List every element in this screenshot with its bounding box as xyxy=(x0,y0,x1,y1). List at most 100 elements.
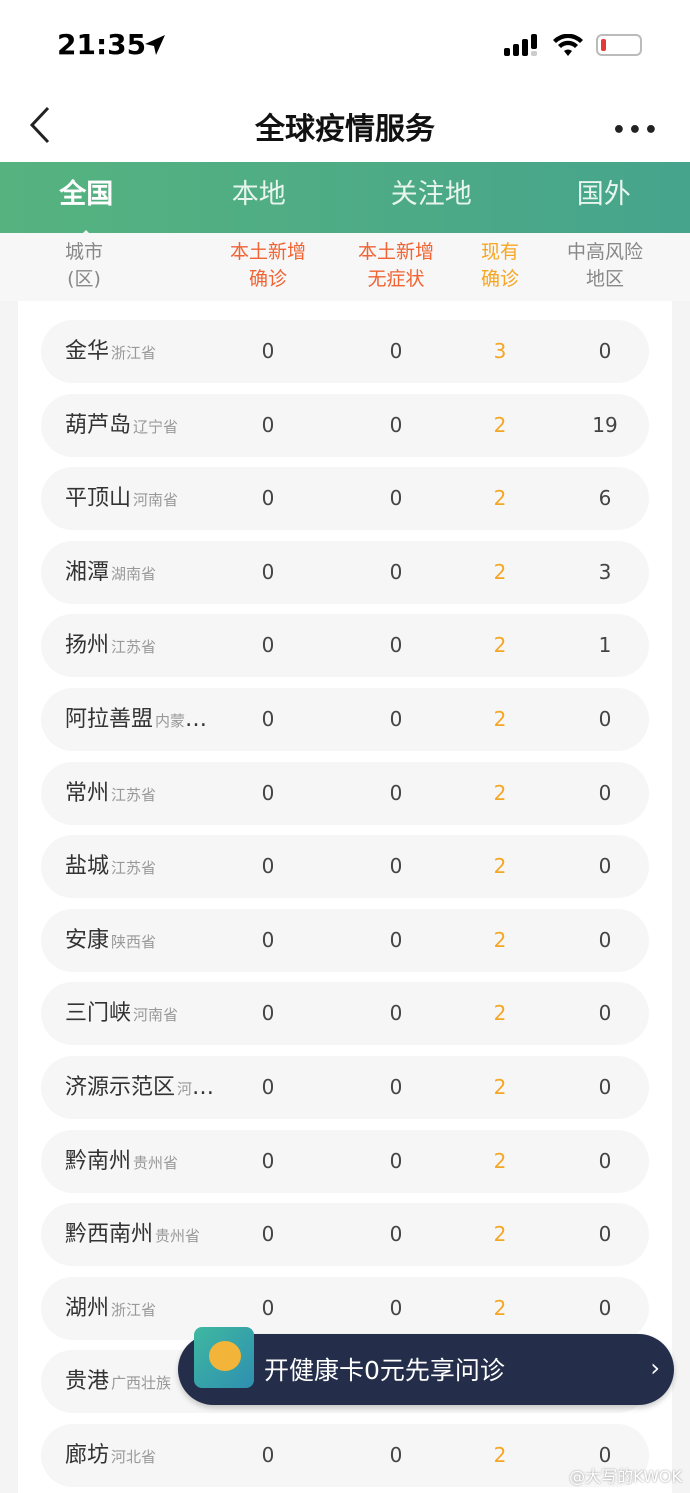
cell-b: 0 xyxy=(389,1222,403,1247)
city-name: 葫芦岛 辽宁省 xyxy=(65,394,178,459)
table-row[interactable]: 阿拉善盟内蒙古自治区 0 0 2 0 xyxy=(41,688,649,751)
city-name: 平顶山 河南省 xyxy=(65,467,178,532)
table-row[interactable]: 金华 浙江省 0 0 3 0 xyxy=(41,320,649,383)
province-label: 河南省 xyxy=(133,491,179,510)
province-label: 广西壮族 xyxy=(111,1374,172,1393)
cellular-signal-icon xyxy=(504,34,537,56)
cell-d: 6 xyxy=(598,486,612,511)
column-header-line: 确诊 xyxy=(248,268,287,290)
cell-a: 0 xyxy=(261,633,275,658)
cell-c: 2 xyxy=(493,633,507,658)
cell-a: 0 xyxy=(261,486,275,511)
cell-b: 0 xyxy=(389,559,403,584)
banner-text[interactable]: 开健康卡0元先享问诊 xyxy=(264,1356,505,1385)
province-label: 湖南省 xyxy=(111,564,157,583)
province-label: 陕西省 xyxy=(111,932,157,951)
cell-d: 0 xyxy=(598,1295,612,1320)
cell-c: 2 xyxy=(493,854,507,879)
city-label: 廊坊 xyxy=(65,1443,110,1468)
city-name: 金华 浙江省 xyxy=(65,320,156,385)
table-header: 城市 (区) 本土新增 确诊 本土新增 无症状 现有 确诊 中高风险 地区 xyxy=(0,233,690,301)
city-label: 平顶山 xyxy=(65,486,132,512)
column-header-line: 城市 xyxy=(64,241,103,263)
more-options-icon[interactable]: ••• xyxy=(611,118,660,143)
deer-mascot-image xyxy=(194,1327,254,1388)
city-label: 阿拉善盟 xyxy=(65,707,154,732)
city-label: 济源示范区 xyxy=(65,1075,176,1100)
cell-d: 0 xyxy=(598,1443,612,1467)
cell-a: 0 xyxy=(261,1075,275,1099)
city-name: 贵港 广西壮族 xyxy=(65,1350,171,1415)
cell-a: 0 xyxy=(261,559,275,584)
table-row[interactable]: 济源示范区 河南省 0 0 2 0 xyxy=(41,1056,649,1119)
cell-d: 1 xyxy=(598,633,612,658)
cell-c: 2 xyxy=(493,1295,507,1320)
cell-b: 0 xyxy=(389,633,403,658)
cell-c: 2 xyxy=(493,412,507,437)
province-label: 河南省 xyxy=(133,1006,179,1025)
province-label: 河南省 xyxy=(177,1080,220,1098)
city-label: 三门峡 xyxy=(65,1001,132,1027)
cell-b: 0 xyxy=(389,707,403,731)
tab-2[interactable]: 关注地 xyxy=(390,179,472,210)
cell-d: 0 xyxy=(598,1001,612,1026)
province-label: 江苏省 xyxy=(111,638,157,657)
battery-icon xyxy=(596,34,642,56)
column-header-line: 地区 xyxy=(585,268,624,290)
cell-b: 0 xyxy=(389,780,403,805)
cell-a: 0 xyxy=(261,339,275,363)
table-row[interactable]: 廊坊 河北省 0 0 2 0 xyxy=(41,1424,649,1487)
tab-0[interactable]: 全国 xyxy=(0,162,173,238)
column-header: 中高风险 地区 xyxy=(555,239,655,293)
cell-a: 0 xyxy=(261,707,275,731)
cell-d: 0 xyxy=(598,707,612,731)
column-header: 本土新增 无症状 xyxy=(346,239,446,293)
table-row[interactable]: 葫芦岛 辽宁省 0 0 2 19 xyxy=(41,393,649,459)
city-label: 葫芦岛 xyxy=(65,412,132,438)
city-label: 湖州 xyxy=(65,1295,110,1321)
tab-3[interactable]: 国外 xyxy=(576,179,631,210)
cell-b: 0 xyxy=(389,1075,403,1099)
table-row[interactable]: 平顶山 河南省 0 0 2 6 xyxy=(41,467,649,532)
cell-d: 0 xyxy=(598,339,612,363)
province-label: 贵州省 xyxy=(155,1227,201,1246)
cell-c: 2 xyxy=(493,1443,507,1467)
province-label: 浙江省 xyxy=(111,1300,157,1319)
cell-c: 2 xyxy=(493,486,507,511)
status-bar: 21:35 xyxy=(0,0,690,90)
nav-bar: 全球疫情服务 ••• xyxy=(0,90,690,162)
city-label: 扬州 xyxy=(65,633,110,659)
table-row[interactable]: 安康 陕西省 0 0 2 0 xyxy=(41,908,649,972)
city-name: 廊坊 河北省 xyxy=(65,1424,156,1489)
table-row[interactable]: 黔西南州 贵州省 0 0 2 0 xyxy=(41,1203,649,1267)
cell-c: 2 xyxy=(493,1148,507,1173)
cell-c: 2 xyxy=(493,1075,507,1099)
table-row[interactable]: 黔南州 贵州省 0 0 2 0 xyxy=(41,1129,649,1193)
city-label: 盐城 xyxy=(65,854,110,880)
column-header-line: 本土新增 xyxy=(357,241,434,263)
table-row[interactable]: 三门峡 河南省 0 0 2 0 xyxy=(41,982,649,1046)
table-row[interactable]: 湖州 浙江省 0 0 2 0 xyxy=(41,1276,649,1340)
column-header-line: 中高风险 xyxy=(566,241,643,263)
cell-a: 0 xyxy=(261,1443,275,1467)
province-label: 江苏省 xyxy=(111,859,157,878)
column-header-line: 现有 xyxy=(480,241,519,263)
cell-d: 3 xyxy=(598,559,612,584)
province-label: 辽宁省 xyxy=(133,417,179,436)
cell-c: 2 xyxy=(493,1001,507,1026)
health-card-banner[interactable] xyxy=(178,1334,674,1405)
cell-d: 0 xyxy=(598,854,612,879)
city-label: 常州 xyxy=(65,780,110,806)
tab-1[interactable]: 本地 xyxy=(231,179,286,210)
column-header-line: 确诊 xyxy=(480,268,519,290)
table-row[interactable]: 扬州 江苏省 0 0 2 1 xyxy=(41,614,649,679)
table-row[interactable]: 常州 江苏省 0 0 2 0 xyxy=(41,761,649,825)
chevron-right-icon[interactable]: › xyxy=(650,1354,660,1382)
province-label: 浙江省 xyxy=(111,344,157,362)
column-header-line: 本土新增 xyxy=(229,241,306,263)
city-name: 扬州 江苏省 xyxy=(65,614,156,679)
table-row[interactable]: 湘潭 湖南省 0 0 2 3 xyxy=(41,540,649,604)
back-chevron-icon[interactable] xyxy=(28,106,52,144)
cell-a: 0 xyxy=(261,412,275,437)
table-row[interactable]: 盐城 江苏省 0 0 2 0 xyxy=(41,835,649,899)
